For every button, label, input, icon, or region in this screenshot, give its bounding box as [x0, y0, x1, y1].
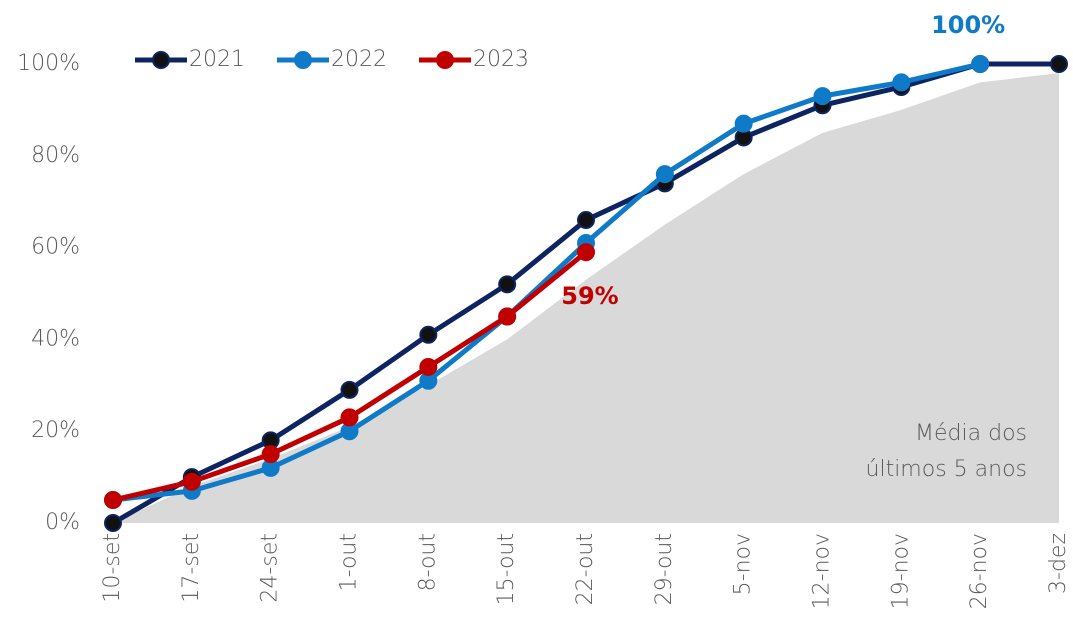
x-tick-label: 12-nov — [810, 533, 835, 609]
legend-label: 2022 — [331, 47, 387, 72]
point — [498, 307, 517, 326]
x-tick-label: 29-out — [652, 533, 677, 605]
y-tick-label: 80% — [31, 143, 80, 168]
average-area — [113, 73, 1059, 524]
x-tick-label: 26-nov — [967, 533, 992, 609]
point — [419, 325, 438, 344]
y-tick-label: 60% — [31, 235, 80, 260]
point — [340, 380, 359, 399]
point — [340, 408, 359, 427]
point — [971, 55, 990, 73]
x-tick-label: 24-set — [258, 533, 283, 603]
point — [261, 445, 280, 464]
point — [577, 243, 595, 262]
x-tick-label: 19-nov — [888, 533, 913, 609]
legend-label: 2023 — [473, 47, 529, 72]
point — [577, 211, 595, 230]
area-label: últimos 5 anos — [866, 457, 1027, 482]
point — [734, 114, 753, 133]
point — [419, 357, 438, 376]
series-line — [112, 61, 981, 503]
area-label: Média dos — [915, 421, 1027, 446]
y-tick-label: 100% — [17, 51, 80, 76]
point — [892, 73, 911, 92]
x-tick-label: 8-out — [415, 533, 440, 591]
point — [813, 87, 832, 106]
legend-marker — [436, 51, 454, 69]
x-tick-label: 10-set — [100, 533, 125, 603]
point — [498, 275, 517, 294]
point — [655, 165, 674, 184]
point — [104, 514, 122, 532]
y-tick-label: 20% — [31, 418, 80, 443]
value-label: 100% — [931, 11, 1005, 39]
x-tick-label: 5-nov — [731, 533, 756, 595]
x-tick-label: 3-dez — [1046, 533, 1071, 594]
point — [104, 491, 122, 510]
y-tick-label: 40% — [31, 326, 80, 351]
legend-marker — [294, 51, 312, 69]
point — [1050, 55, 1068, 73]
value-label: 59% — [561, 282, 618, 310]
x-tick-label: 17-set — [179, 533, 204, 603]
x-tick-label: 1-out — [337, 533, 362, 591]
legend-label: 2021 — [189, 47, 245, 72]
legend-marker — [152, 51, 170, 69]
x-tick-label: 15-out — [494, 533, 519, 605]
y-tick-label: 0% — [45, 510, 80, 535]
point — [182, 472, 201, 491]
x-tick-label: 22-out — [573, 533, 598, 605]
